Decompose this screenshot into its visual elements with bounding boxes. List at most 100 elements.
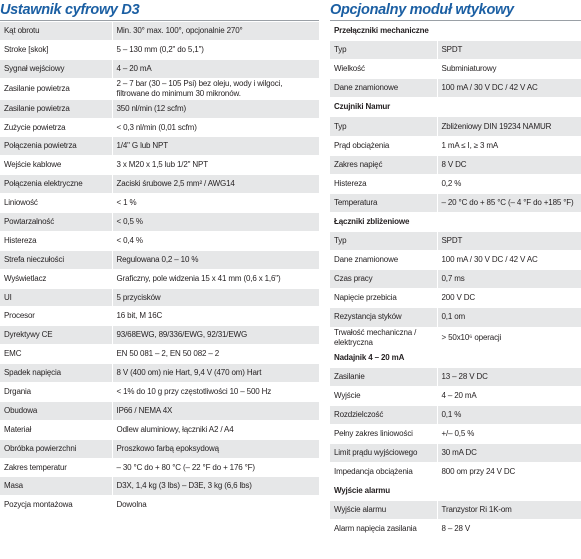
module-value: 0,7 ms xyxy=(437,269,581,290)
module-label: Prąd obciążenia xyxy=(330,136,438,156)
section-row: Łączniki zbliżeniowe xyxy=(330,212,581,233)
spec-row: Zasilanie powietrza 2 – 7 bar (30 – 105 P… xyxy=(0,78,319,100)
spec-value: 3 x M20 x 1,5 lub 1/2" NPT xyxy=(112,155,319,176)
spec-row: Sygnał wejściowy 4 – 20 mA xyxy=(0,59,319,79)
spec-row: EMC EN 50 081 – 2, EN 50 082 – 2 xyxy=(0,344,319,365)
module-row: Wyjście 4 – 20 mA xyxy=(330,386,581,406)
spec-label: Dyrektywy CE xyxy=(0,325,113,346)
module-label: Pełny zakres liniowości xyxy=(330,424,438,444)
module-value: 0,1 % xyxy=(437,405,581,425)
module-value: 800 om przy 24 V DC xyxy=(437,462,581,483)
spec-label: Procesor xyxy=(0,306,113,327)
spec-label: EMC xyxy=(0,344,113,365)
spec-value: < 0,4 % xyxy=(112,231,319,251)
spec-row: UI 5 przycisków xyxy=(0,288,319,308)
spec-label: Spadek napięcia xyxy=(0,363,113,384)
module-value: 8 – 28 V xyxy=(437,519,581,540)
spec-value: 5 przycisków xyxy=(112,288,319,308)
module-row: Czas pracy 0,7 ms xyxy=(330,269,581,290)
module-table: Przełączniki mechaniczne Typ SPDT Wielkość S… xyxy=(330,22,581,540)
module-value: +/– 0,5 % xyxy=(437,424,581,444)
module-label: Czas pracy xyxy=(330,269,438,290)
spec-value: 4 – 20 mA xyxy=(112,59,319,79)
module-value: 4 – 20 mA xyxy=(437,386,581,406)
spec-label: Zużycie powietrza xyxy=(0,118,113,138)
spec-row: Materiał Odlew aluminiowy, łączniki A2 / … xyxy=(0,420,319,440)
left-title: Ustawnik cyfrowy D3 xyxy=(0,0,319,21)
module-row: Dane znamionowe 100 mA / 30 V DC / 42 V A… xyxy=(330,250,581,271)
spec-label: Obróbka powierzchni xyxy=(0,439,113,459)
module-value: SPDT xyxy=(437,231,581,252)
module-row: Zasilanie 13 – 28 V DC xyxy=(330,367,581,387)
spec-value: < 1% do 10 g przy częstotliwości 10 – 50… xyxy=(112,382,319,402)
right-panel: Opcjonalny moduł wtykowy Przełączniki me… xyxy=(330,0,581,540)
spec-row: Kąt obrotu Min. 30° max. 100°, opcjonalni… xyxy=(0,22,319,41)
spec-row: Powtarzalność < 0,5 % xyxy=(0,212,319,232)
spec-value: Graficzny, pole widzenia 15 x 41 mm (0,6… xyxy=(112,269,319,289)
module-label: Dane znamionowe xyxy=(330,250,438,271)
spec-row: Masa D3X, 1,4 kg (3 lbs) – D3E, 3 kg (6,6… xyxy=(0,476,319,497)
spec-label: Zakres temperatur xyxy=(0,458,113,478)
module-value: SPDT xyxy=(437,40,581,61)
module-value: Tranzystor Ri 1K-om xyxy=(437,500,581,521)
spec-row: Procesor 16 bit, M 16C xyxy=(0,306,319,327)
module-label: Typ xyxy=(330,40,438,61)
module-label: Wielkość xyxy=(330,59,438,80)
spec-label: Wejście kablowe xyxy=(0,155,113,176)
spec-value: < 0,5 % xyxy=(112,212,319,232)
module-label: Rezystancja styków xyxy=(330,307,438,328)
spec-label: Połączenia powietrza xyxy=(0,136,113,157)
spec-label: Masa xyxy=(0,476,113,497)
module-row: Impedancja obciążenia 800 om przy 24 V DC xyxy=(330,462,581,483)
spec-row: Dyrektywy CE 93/68EWG, 89/336/EWG, 92/31/… xyxy=(0,325,319,346)
spec-value: Dowolna xyxy=(112,495,319,516)
spec-value: Regulowana 0,2 – 10 % xyxy=(112,250,319,270)
spec-label: Kąt obrotu xyxy=(0,22,113,41)
spec-value: 350 nl/min (12 scfm) xyxy=(112,99,319,119)
module-row: Temperatura – 20 °C do + 85 °C (– 4 °F do… xyxy=(330,193,581,213)
spec-value: Odlew aluminiowy, łączniki A2 / A4 xyxy=(112,420,319,440)
spec-row: Połączenia elektryczne Zaciski śrubowe 2,… xyxy=(0,174,319,195)
spec-row: Histereza < 0,4 % xyxy=(0,231,319,251)
spec-label: Histereza xyxy=(0,231,113,251)
module-row: Trwałość mechaniczna / elektryczna > 50x1… xyxy=(330,327,581,349)
spec-label: Połączenia elektryczne xyxy=(0,174,113,195)
module-label: Napięcie przebicia xyxy=(330,288,438,309)
spec-value: IP66 / NEMA 4X xyxy=(112,401,319,421)
spec-row: Spadek napięcia 8 V (400 om) nie Hart, 9,… xyxy=(0,363,319,384)
spec-row: Stroke [skok] 5 – 130 mm (0,2" do 5,1") xyxy=(0,40,319,60)
module-label: Wyjście xyxy=(330,386,438,406)
spec-row: Połączenia powietrza 1/4" G lub NPT xyxy=(0,136,319,157)
section-heading: Przełączniki mechaniczne xyxy=(330,22,581,42)
module-label: Wyjście alarmu xyxy=(330,500,438,521)
spec-label: Materiał xyxy=(0,420,113,440)
spec-label: Sygnał wejściowy xyxy=(0,59,113,79)
module-label: Dane znamionowe xyxy=(330,78,438,99)
spec-row: Zasilanie powietrza 350 nl/min (12 scfm) xyxy=(0,99,319,119)
spec-value: 93/68EWG, 89/336/EWG, 92/31/EWG xyxy=(112,325,319,346)
module-row: Wyjście alarmu Tranzystor Ri 1K-om xyxy=(330,500,581,521)
module-row: Rezystancja styków 0,1 om xyxy=(330,307,581,328)
spec-row: Zużycie powietrza < 0,3 nl/min (0,01 scfm… xyxy=(0,118,319,138)
module-value: 0,2 % xyxy=(437,174,581,194)
spec-row: Obróbka powierzchni Proszkowo farbą epoks… xyxy=(0,439,319,459)
spec-label: Stroke [skok] xyxy=(0,40,113,60)
module-label: Impedancja obciążenia xyxy=(330,462,438,483)
spec-value: Zaciski śrubowe 2,5 mm² / AWG14 xyxy=(112,174,319,195)
spec-value: < 0,3 nl/min (0,01 scfm) xyxy=(112,118,319,138)
module-row: Pełny zakres liniowości +/– 0,5 % xyxy=(330,424,581,444)
module-row: Alarm napięcia zasilania 8 – 28 V xyxy=(330,519,581,540)
module-label: Typ xyxy=(330,116,438,137)
section-row: Nadajnik 4 – 20 mA xyxy=(330,348,581,368)
spec-value: 1/4" G lub NPT xyxy=(112,136,319,157)
module-row: Rozdzielczość 0,1 % xyxy=(330,405,581,425)
module-label: Zasilanie xyxy=(330,367,438,387)
module-row: Typ SPDT xyxy=(330,40,581,61)
spec-value: 5 – 130 mm (0,2" do 5,1") xyxy=(112,40,319,60)
module-row: Napięcie przebicia 200 V DC xyxy=(330,288,581,309)
module-row: Dane znamionowe 100 mA / 30 V DC / 42 V A… xyxy=(330,78,581,99)
module-label: Temperatura xyxy=(330,193,438,213)
module-value: 13 – 28 V DC xyxy=(437,367,581,387)
spec-label: UI xyxy=(0,288,113,308)
